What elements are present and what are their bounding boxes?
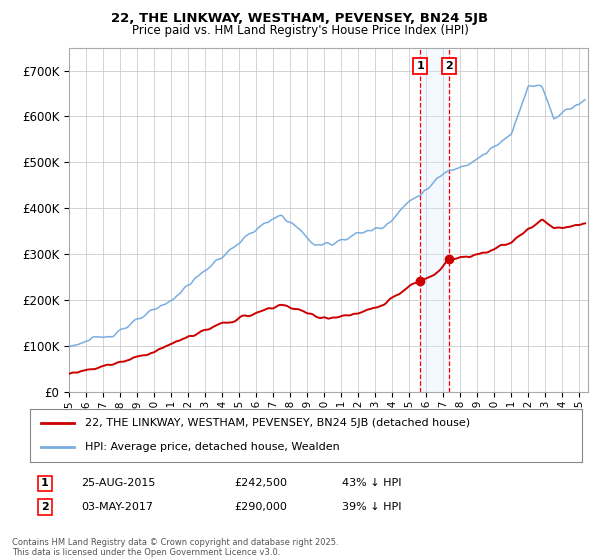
Text: Price paid vs. HM Land Registry's House Price Index (HPI): Price paid vs. HM Land Registry's House … xyxy=(131,24,469,37)
Text: 25-AUG-2015: 25-AUG-2015 xyxy=(81,478,155,488)
Text: HPI: Average price, detached house, Wealden: HPI: Average price, detached house, Weal… xyxy=(85,442,340,452)
Text: 1: 1 xyxy=(416,61,424,71)
Text: 03-MAY-2017: 03-MAY-2017 xyxy=(81,502,153,512)
Text: 1: 1 xyxy=(41,478,49,488)
Bar xyxy=(421,48,449,392)
Text: 22, THE LINKWAY, WESTHAM, PEVENSEY, BN24 5JB (detached house): 22, THE LINKWAY, WESTHAM, PEVENSEY, BN24… xyxy=(85,418,470,428)
Text: Contains HM Land Registry data © Crown copyright and database right 2025.
This d: Contains HM Land Registry data © Crown c… xyxy=(12,538,338,557)
Text: £242,500: £242,500 xyxy=(234,478,287,488)
Text: £290,000: £290,000 xyxy=(234,502,287,512)
Text: 2: 2 xyxy=(41,502,49,512)
Text: 43% ↓ HPI: 43% ↓ HPI xyxy=(342,478,401,488)
Text: 2: 2 xyxy=(445,61,453,71)
Text: 22, THE LINKWAY, WESTHAM, PEVENSEY, BN24 5JB: 22, THE LINKWAY, WESTHAM, PEVENSEY, BN24… xyxy=(112,12,488,25)
Text: 39% ↓ HPI: 39% ↓ HPI xyxy=(342,502,401,512)
